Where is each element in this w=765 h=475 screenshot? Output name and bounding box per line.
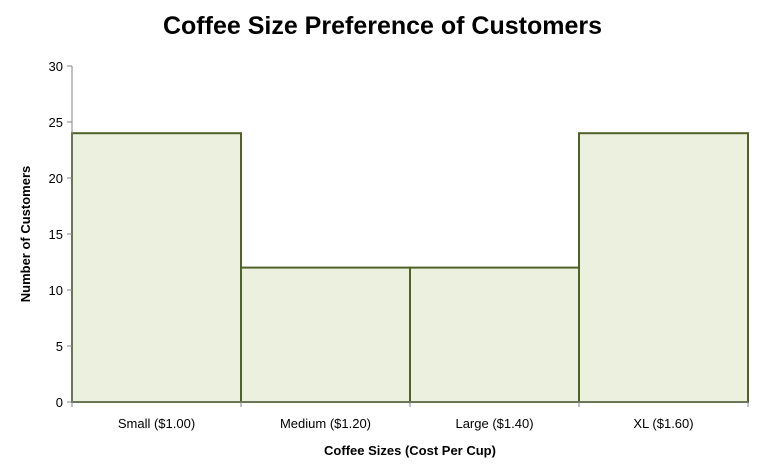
y-tick-label: 5 bbox=[56, 339, 63, 354]
y-tick-label: 10 bbox=[49, 283, 63, 298]
x-tick-label: XL ($1.60) bbox=[633, 416, 693, 431]
bars-layer bbox=[71, 132, 749, 403]
y-tick-label: 0 bbox=[56, 395, 63, 410]
y-ticks-layer: 0 5 10 15 20 25 30 bbox=[49, 59, 72, 410]
bar-0 bbox=[71, 132, 242, 403]
x-axis-title: Coffee Sizes (Cost Per Cup) bbox=[324, 443, 496, 458]
x-tick-label: Small ($1.00) bbox=[118, 416, 195, 431]
bar-1 bbox=[240, 266, 411, 403]
bar-2 bbox=[409, 266, 580, 403]
x-tick-label: Medium ($1.20) bbox=[280, 416, 371, 431]
x-ticks-layer: Small ($1.00) Medium ($1.20) Large ($1.40)… bbox=[71, 402, 749, 431]
y-tick-label: 25 bbox=[49, 115, 63, 130]
x-tick-label: Large ($1.40) bbox=[455, 416, 533, 431]
y-tick-label: 15 bbox=[49, 227, 63, 242]
chart-title: Coffee Size Preference of Customers bbox=[162, 12, 603, 40]
bar-3 bbox=[578, 132, 749, 403]
y-tick-label: 20 bbox=[49, 171, 63, 186]
y-axis-title: Number of Customers bbox=[18, 166, 33, 303]
y-tick-label: 30 bbox=[49, 59, 63, 74]
